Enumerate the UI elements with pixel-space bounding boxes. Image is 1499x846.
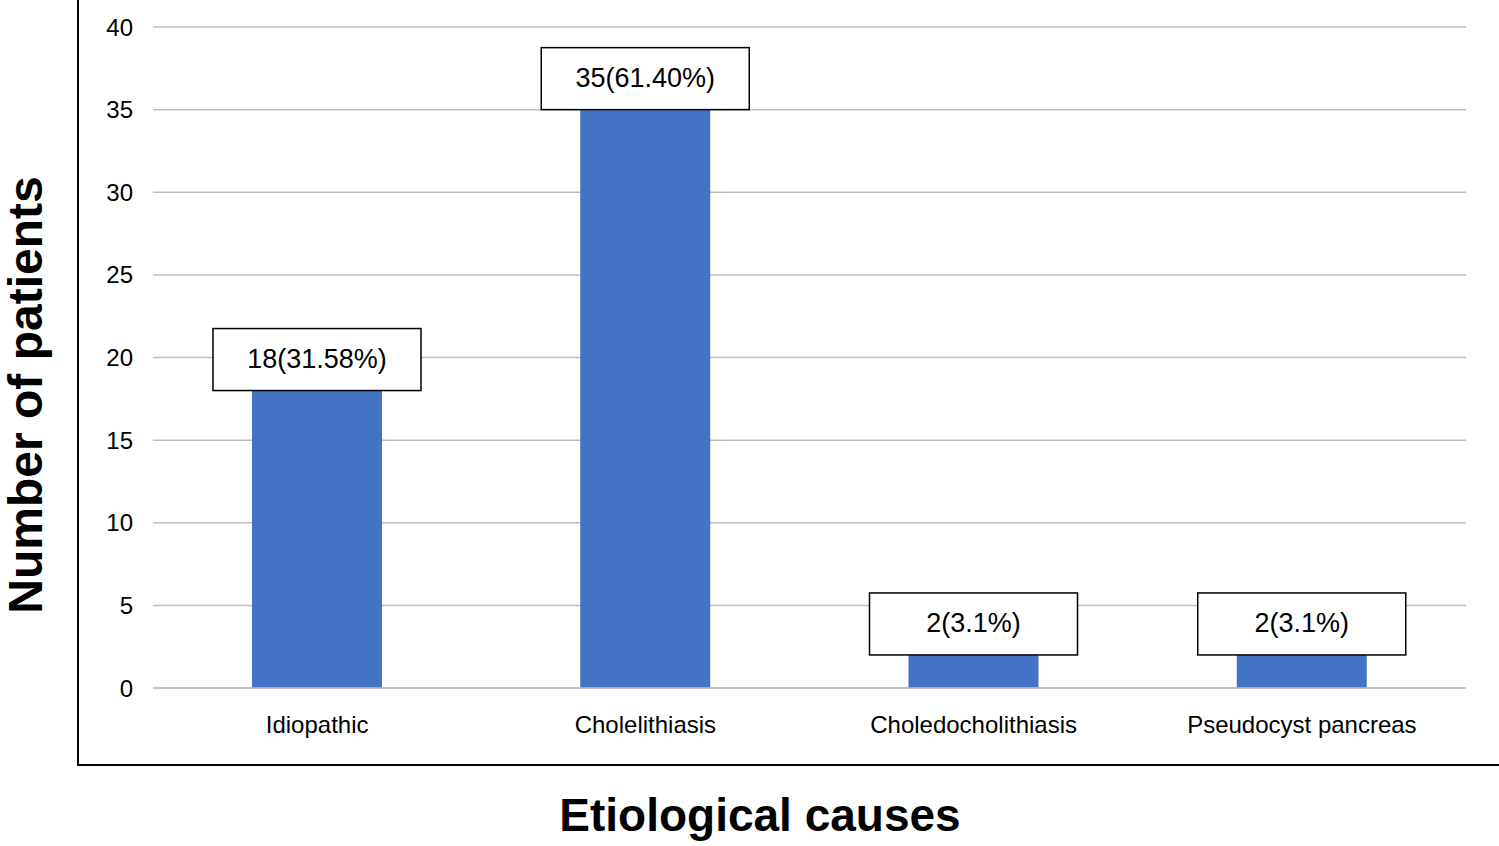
html-text:Etiological causes: Etiological causes <box>559 789 961 841</box>
svg-text:20: 20 <box>106 344 133 371</box>
svg-text:2(3.1%): 2(3.1%) <box>1254 608 1349 638</box>
svg-text:35: 35 <box>106 96 133 123</box>
svg-text:35(61.40%): 35(61.40%) <box>575 63 715 93</box>
svg-text:25: 25 <box>106 261 133 288</box>
svg-text:Idiopathic: Idiopathic <box>266 711 369 738</box>
svg-text:5: 5 <box>120 592 133 619</box>
svg-text:2(3.1%): 2(3.1%) <box>926 608 1021 638</box>
svg-text:0: 0 <box>120 675 133 702</box>
svg-text:Cholelithiasis: Cholelithiasis <box>575 711 716 738</box>
svg-text:15: 15 <box>106 427 133 454</box>
svg-text:10: 10 <box>106 509 133 536</box>
svg-text:Pseudocyst pancreas: Pseudocyst pancreas <box>1187 711 1416 738</box>
svg-text:30: 30 <box>106 179 133 206</box>
svg-text:18(31.58%): 18(31.58%) <box>247 344 387 374</box>
svg-text:40: 40 <box>106 14 133 41</box>
svg-text:Choledocholithiasis: Choledocholithiasis <box>870 711 1077 738</box>
